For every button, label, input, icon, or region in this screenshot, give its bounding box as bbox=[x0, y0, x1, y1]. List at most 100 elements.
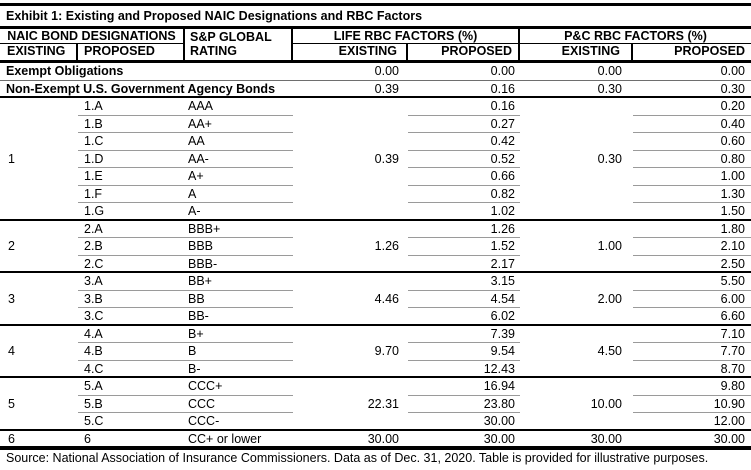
pc-proposed-factor: 0.40 bbox=[633, 116, 751, 133]
life-proposed-factor: 2.17 bbox=[490, 256, 515, 271]
naic-proposed-designation: 2.C bbox=[84, 256, 104, 271]
pc-proposed-factor: 1.30 bbox=[633, 186, 751, 203]
pc-existing-factor bbox=[520, 326, 633, 344]
sp-rating: B bbox=[183, 343, 293, 361]
naic-existing-designation bbox=[0, 116, 78, 134]
naic-proposed-designation: 4.B bbox=[78, 343, 183, 361]
pc-proposed-factor: 8.70 bbox=[720, 361, 745, 376]
naic-proposed-designation: 2.B bbox=[78, 238, 183, 256]
life-existing-factor: 0.39 bbox=[374, 81, 399, 96]
exhibit-title: Exhibit 1: Existing and Proposed NAIC De… bbox=[0, 3, 751, 26]
naic-proposed-designation: 1.F bbox=[78, 186, 183, 203]
naic-proposed-designation: 1.E bbox=[78, 168, 183, 186]
table-row: 3.A BB+ 3.15 5.50 bbox=[0, 273, 751, 291]
pc-proposed-factor: 2.50 bbox=[720, 256, 745, 271]
table-row: 6 6 CC+ or lower 30.00 30.00 30.00 30.00 bbox=[0, 431, 751, 448]
life-proposed-factor: 16.94 bbox=[408, 378, 520, 396]
pc-proposed-factor: 5.50 bbox=[633, 273, 751, 291]
row-label: Exempt Obligations bbox=[6, 64, 124, 78]
life-existing-factor: 4.46 bbox=[374, 291, 399, 306]
table-row: 2.A BBB+ 1.26 1.80 bbox=[0, 221, 751, 239]
life-proposed-factor: 12.43 bbox=[483, 361, 515, 376]
naic-proposed-designation: 4.C bbox=[84, 361, 104, 376]
life-proposed-factor: 4.54 bbox=[408, 291, 520, 308]
life-existing-factor: 0.39 bbox=[374, 151, 399, 166]
naic-proposed-designation: 5.A bbox=[78, 378, 183, 396]
life-proposed-factor: 23.80 bbox=[408, 396, 520, 413]
sp-rating: AA bbox=[183, 133, 293, 151]
pc-existing-factor: 4.50 bbox=[597, 344, 622, 358]
sp-header-line2: RATING bbox=[190, 44, 237, 58]
pc-existing-factor: 0.30 bbox=[597, 81, 622, 96]
table-row: 4 4.B B 9.70 9.54 4.50 7.70 bbox=[0, 343, 751, 361]
pc-proposed-factor: 0.00 bbox=[720, 64, 745, 78]
sp-rating: BBB+ bbox=[183, 221, 293, 238]
sp-rating: BBB- bbox=[188, 256, 218, 271]
pc-existing-factor: 1.00 bbox=[597, 239, 622, 253]
life-proposed-factor: 3.15 bbox=[408, 273, 520, 291]
life-existing-factor bbox=[293, 256, 408, 272]
subheader-naic-existing: EXISTING bbox=[0, 44, 78, 60]
naic-proposed-designation: 1.A bbox=[78, 98, 183, 116]
table-row: 2 2.B BBB 1.26 1.52 1.00 2.10 bbox=[0, 238, 751, 256]
pc-existing-factor: 30.00 bbox=[590, 431, 622, 446]
pc-existing-factor bbox=[520, 221, 633, 239]
pc-existing-factor bbox=[520, 378, 633, 396]
pc-proposed-factor: 10.90 bbox=[633, 396, 751, 413]
life-existing-factor bbox=[293, 186, 408, 204]
table-row: 4.C B- 12.43 8.70 bbox=[0, 361, 751, 378]
life-proposed-factor: 9.54 bbox=[408, 343, 520, 361]
pc-existing-factor bbox=[520, 256, 633, 272]
life-proposed-factor: 0.82 bbox=[408, 186, 520, 203]
naic-existing-designation bbox=[0, 186, 78, 204]
life-existing-factor bbox=[293, 308, 408, 324]
pc-proposed-factor: 7.70 bbox=[633, 343, 751, 361]
naic-existing-designation: 4 bbox=[8, 344, 15, 358]
pc-existing-factor: 10.00 bbox=[590, 396, 622, 411]
sp-rating: AAA bbox=[183, 98, 293, 116]
pc-existing-factor bbox=[520, 413, 633, 429]
naic-existing-designation: 2 bbox=[8, 239, 15, 253]
table-row: 1.A AAA 0.16 0.20 bbox=[0, 98, 751, 116]
naic-existing-designation bbox=[0, 308, 78, 324]
naic-existing-designation bbox=[0, 203, 78, 219]
life-existing-factor bbox=[293, 378, 408, 396]
sp-rating: AA+ bbox=[183, 116, 293, 133]
naic-existing-designation bbox=[0, 168, 78, 186]
pc-existing-factor bbox=[520, 308, 633, 324]
table-header: NAIC BOND DESIGNATIONS S&P GLOBAL RATING… bbox=[0, 26, 751, 63]
sp-rating: BBB bbox=[183, 238, 293, 256]
sp-rating: BB- bbox=[188, 309, 209, 323]
sp-rating: A- bbox=[188, 204, 201, 218]
pc-proposed-factor: 0.30 bbox=[720, 81, 745, 96]
naic-existing-designation bbox=[0, 326, 78, 344]
pc-existing-factor: 2.00 bbox=[597, 291, 622, 306]
pc-proposed-factor: 0.80 bbox=[633, 151, 751, 168]
naic-proposed-designation: 3.C bbox=[84, 309, 104, 323]
naic-existing-designation bbox=[0, 133, 78, 151]
col-header-life-rbc-factors: LIFE RBC FACTORS (%) bbox=[293, 29, 520, 44]
pc-existing-factor bbox=[520, 273, 633, 291]
pc-proposed-factor: 0.20 bbox=[633, 98, 751, 116]
subheader-life-existing: EXISTING bbox=[293, 44, 408, 60]
sp-rating: CC+ or lower bbox=[188, 431, 262, 446]
life-existing-factor: 22.31 bbox=[367, 396, 399, 411]
naic-proposed-designation: 5.C bbox=[84, 414, 104, 428]
table-row: 4.A B+ 7.39 7.10 bbox=[0, 326, 751, 344]
pc-proposed-factor: 30.00 bbox=[713, 431, 745, 446]
life-existing-factor bbox=[293, 168, 408, 186]
pc-proposed-factor: 0.60 bbox=[633, 133, 751, 151]
life-existing-factor bbox=[293, 221, 408, 239]
pc-existing-factor bbox=[520, 168, 633, 186]
pc-existing-factor bbox=[520, 203, 633, 219]
life-proposed-factor: 1.02 bbox=[490, 204, 515, 218]
life-proposed-factor: 0.52 bbox=[408, 151, 520, 168]
naic-existing-designation bbox=[0, 256, 78, 272]
pc-proposed-factor: 6.00 bbox=[633, 291, 751, 308]
naic-existing-designation bbox=[0, 98, 78, 116]
table-row: 1.C AA 0.42 0.60 bbox=[0, 133, 751, 151]
sp-header-line1: S&P GLOBAL bbox=[190, 30, 272, 44]
pc-proposed-factor: 9.80 bbox=[633, 378, 751, 396]
life-existing-factor bbox=[293, 116, 408, 134]
